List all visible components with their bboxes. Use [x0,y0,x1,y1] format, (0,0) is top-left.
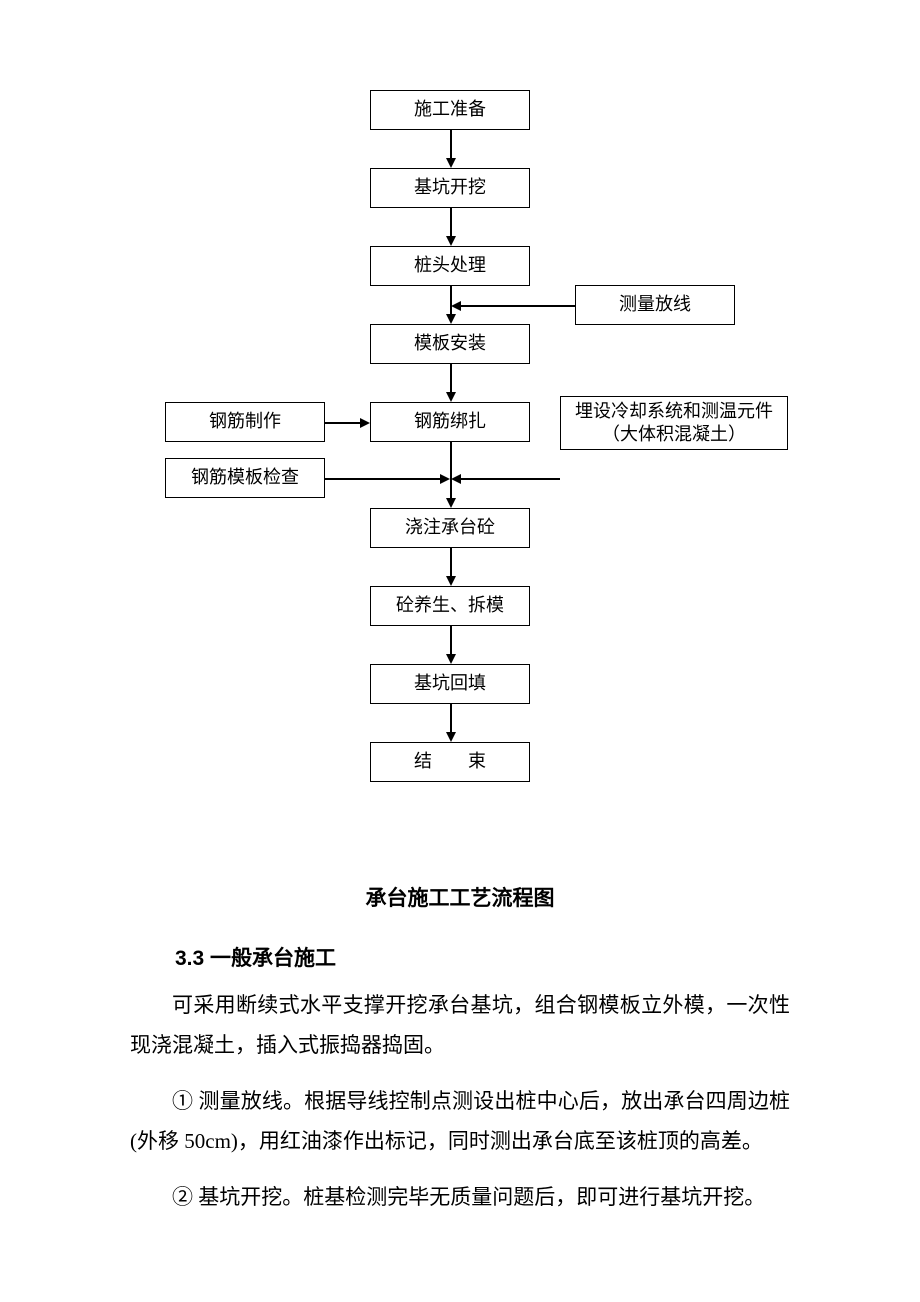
flowchart-edge [450,208,452,237]
flowchart-node: 钢筋模板检查 [165,458,325,498]
flowchart-edge [450,548,452,577]
flowchart-edge [450,442,452,499]
flowchart-node: 施工准备 [370,90,530,130]
arrow-head-icon [446,236,456,246]
flowchart-node: 浇注承台砼 [370,508,530,548]
flowchart-edge [450,704,452,733]
flowchart-edge [450,364,452,393]
arrow-head-icon [451,474,461,484]
arrow-head-icon [446,392,456,402]
arrow-head-icon [446,654,456,664]
flowchart-container: 施工准备基坑开挖桩头处理模板安装钢筋绑扎浇注承台砼砼养生、拆模基坑回填结 束 测量… [0,90,920,870]
paragraph: ② 基坑开挖。桩基检测完毕无质量问题后，即可进行基坑开挖。 [130,1178,790,1218]
flowchart-node: 埋设冷却系统和测温元件（大体积混凝土） [560,396,788,450]
flowchart-edge [450,130,452,159]
arrow-head-icon [451,301,461,311]
flowchart-node: 基坑回填 [370,664,530,704]
flowchart-node: 结 束 [370,742,530,782]
flowchart-title: 承台施工工艺流程图 [0,882,920,912]
flowchart-edge [460,478,560,480]
arrow-head-icon [446,158,456,168]
flowchart-node: 测量放线 [575,285,735,325]
arrow-head-icon [360,418,370,428]
flowchart-edge [460,305,575,307]
paragraph: 可采用断续式水平支撑开挖承台基坑，组合钢模板立外模，一次性现浇混凝土，插入式振捣… [130,986,790,1066]
section-heading: 3.3 一般承台施工 [175,942,920,972]
flowchart-node: 模板安装 [370,324,530,364]
flowchart-node: 钢筋制作 [165,402,325,442]
flowchart-node: 砼养生、拆模 [370,586,530,626]
flowchart-edge [450,626,452,655]
arrow-head-icon [446,498,456,508]
flowchart-edge [325,422,361,424]
flowchart-edge [325,478,441,480]
flowchart-node: 桩头处理 [370,246,530,286]
flowchart-node: 基坑开挖 [370,168,530,208]
arrow-head-icon [446,576,456,586]
flowchart-node: 钢筋绑扎 [370,402,530,442]
arrow-head-icon [440,474,450,484]
arrow-head-icon [446,732,456,742]
arrow-head-icon [446,314,456,324]
document-page: 施工准备基坑开挖桩头处理模板安装钢筋绑扎浇注承台砼砼养生、拆模基坑回填结 束 测量… [0,0,920,1293]
paragraph: ① 测量放线。根据导线控制点测设出桩中心后，放出承台四周边桩(外移 50cm)，… [130,1082,790,1162]
